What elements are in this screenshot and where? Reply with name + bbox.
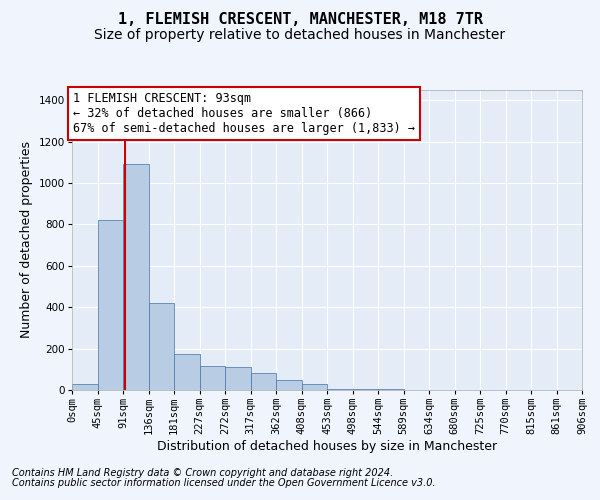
Bar [72,384,97,390]
Bar [251,374,276,390]
Text: 1, FLEMISH CRESCENT, MANCHESTER, M18 7TR: 1, FLEMISH CRESCENT, MANCHESTER, M18 7TR [118,12,482,28]
X-axis label: Distribution of detached houses by size in Manchester: Distribution of detached houses by size … [157,440,497,453]
Bar [199,366,225,390]
Bar [276,380,302,390]
Bar [302,384,327,390]
Y-axis label: Number of detached properties: Number of detached properties [20,142,33,338]
Text: 1 FLEMISH CRESCENT: 93sqm
← 32% of detached houses are smaller (866)
67% of semi: 1 FLEMISH CRESCENT: 93sqm ← 32% of detac… [73,92,415,135]
Text: Contains public sector information licensed under the Open Government Licence v3: Contains public sector information licen… [12,478,436,488]
Bar [149,303,174,390]
Bar [327,389,353,390]
Bar [123,164,149,390]
Text: Size of property relative to detached houses in Manchester: Size of property relative to detached ho… [94,28,506,42]
Bar [225,367,251,390]
Bar [174,354,199,390]
Bar [353,389,378,390]
Bar [378,389,404,390]
Bar [97,220,123,390]
Text: Contains HM Land Registry data © Crown copyright and database right 2024.: Contains HM Land Registry data © Crown c… [12,468,393,477]
